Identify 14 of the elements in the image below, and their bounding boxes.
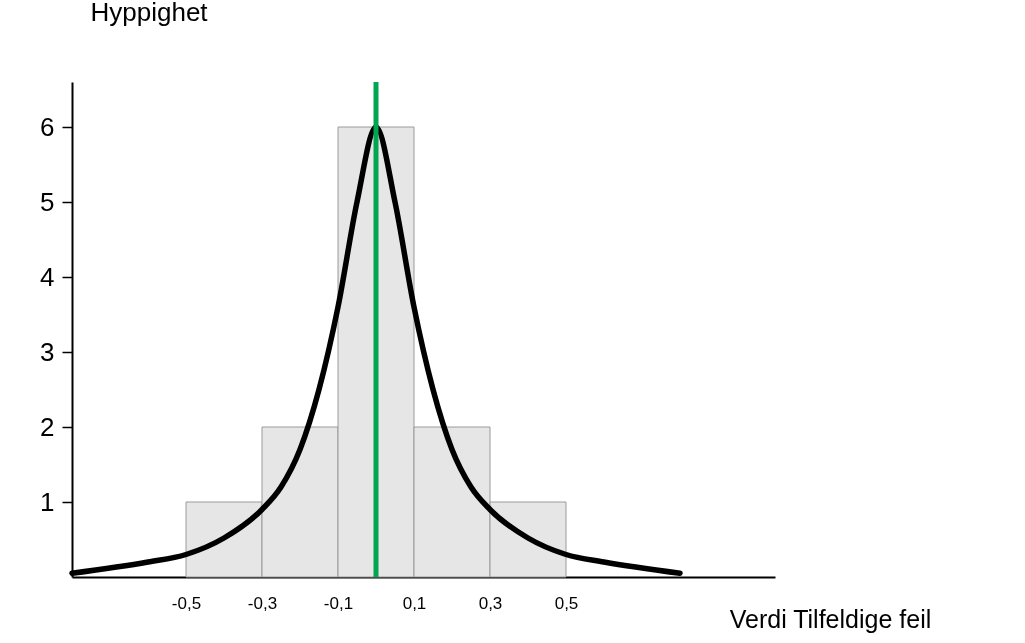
x-tick-label: -0,1 <box>323 593 354 613</box>
y-tick-label: 3 <box>40 336 55 367</box>
x-tick-label: 0,3 <box>478 593 503 613</box>
x-tick-label: 0,1 <box>402 593 427 613</box>
x-tick-label: -0,3 <box>247 593 278 613</box>
x-tick-label: -0,5 <box>171 593 202 613</box>
y-tick-label: 4 <box>40 261 55 292</box>
y-tick-label: 2 <box>40 411 55 442</box>
y-tick-label: 6 <box>40 111 55 142</box>
x-axis-title: Verdi Tilfeldige feil <box>729 604 932 633</box>
x-tick-label: 0,5 <box>554 593 579 613</box>
y-tick-label: 5 <box>40 186 55 217</box>
y-tick-label: 1 <box>40 486 55 517</box>
y-axis-title: Hyppighet <box>90 0 209 27</box>
